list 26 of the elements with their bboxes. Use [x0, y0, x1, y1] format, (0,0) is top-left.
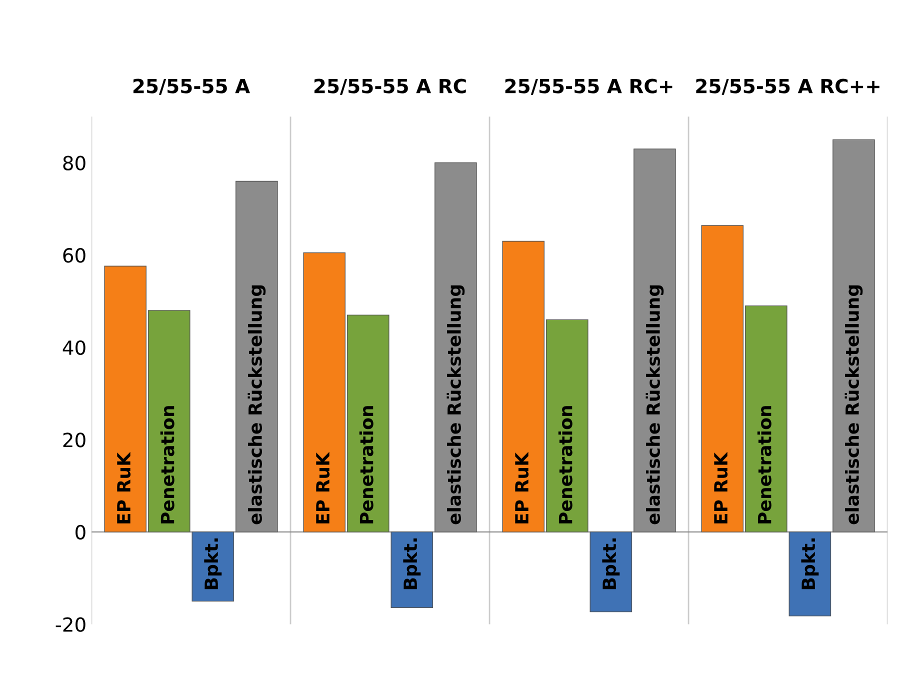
text: Penetration — [757, 406, 772, 524]
y-tick-label: 20 — [63, 432, 86, 448]
series-label: elastische Rückstellung — [248, 285, 266, 524]
text: elastische Rückstellung — [844, 285, 863, 524]
text: Penetration — [558, 406, 572, 524]
text: EP RuK — [316, 452, 330, 524]
x-tick-label: 25/55-55 A — [133, 78, 250, 95]
text: Bpkt. — [801, 538, 819, 590]
text: elastische Rückstellung — [446, 285, 465, 524]
text: elastische Rückstellung — [646, 285, 664, 524]
text: Bpkt. — [602, 538, 620, 590]
x-tick-label: 25/55-55 A RC++ — [696, 78, 880, 95]
text: Penetration — [359, 406, 374, 524]
text: EP RuK — [714, 452, 728, 524]
text: Bpkt. — [403, 538, 421, 590]
x-tick-label: 25/55-55 A RC — [314, 78, 466, 95]
series-label: Bpkt. — [204, 538, 222, 590]
series-label: EP RuK — [117, 452, 131, 524]
y-tick-label: 60 — [63, 248, 86, 263]
text: EP RuK — [515, 452, 529, 524]
y-tick-label: -20 — [56, 617, 86, 632]
series-label: Penetration — [160, 406, 174, 524]
y-tick-label: 80 — [63, 156, 86, 170]
y-tick-label: 40 — [62, 340, 86, 356]
y-tick-label: 0 — [76, 524, 86, 540]
x-tick-label: 25/55-55 A RC+ — [505, 78, 672, 95]
